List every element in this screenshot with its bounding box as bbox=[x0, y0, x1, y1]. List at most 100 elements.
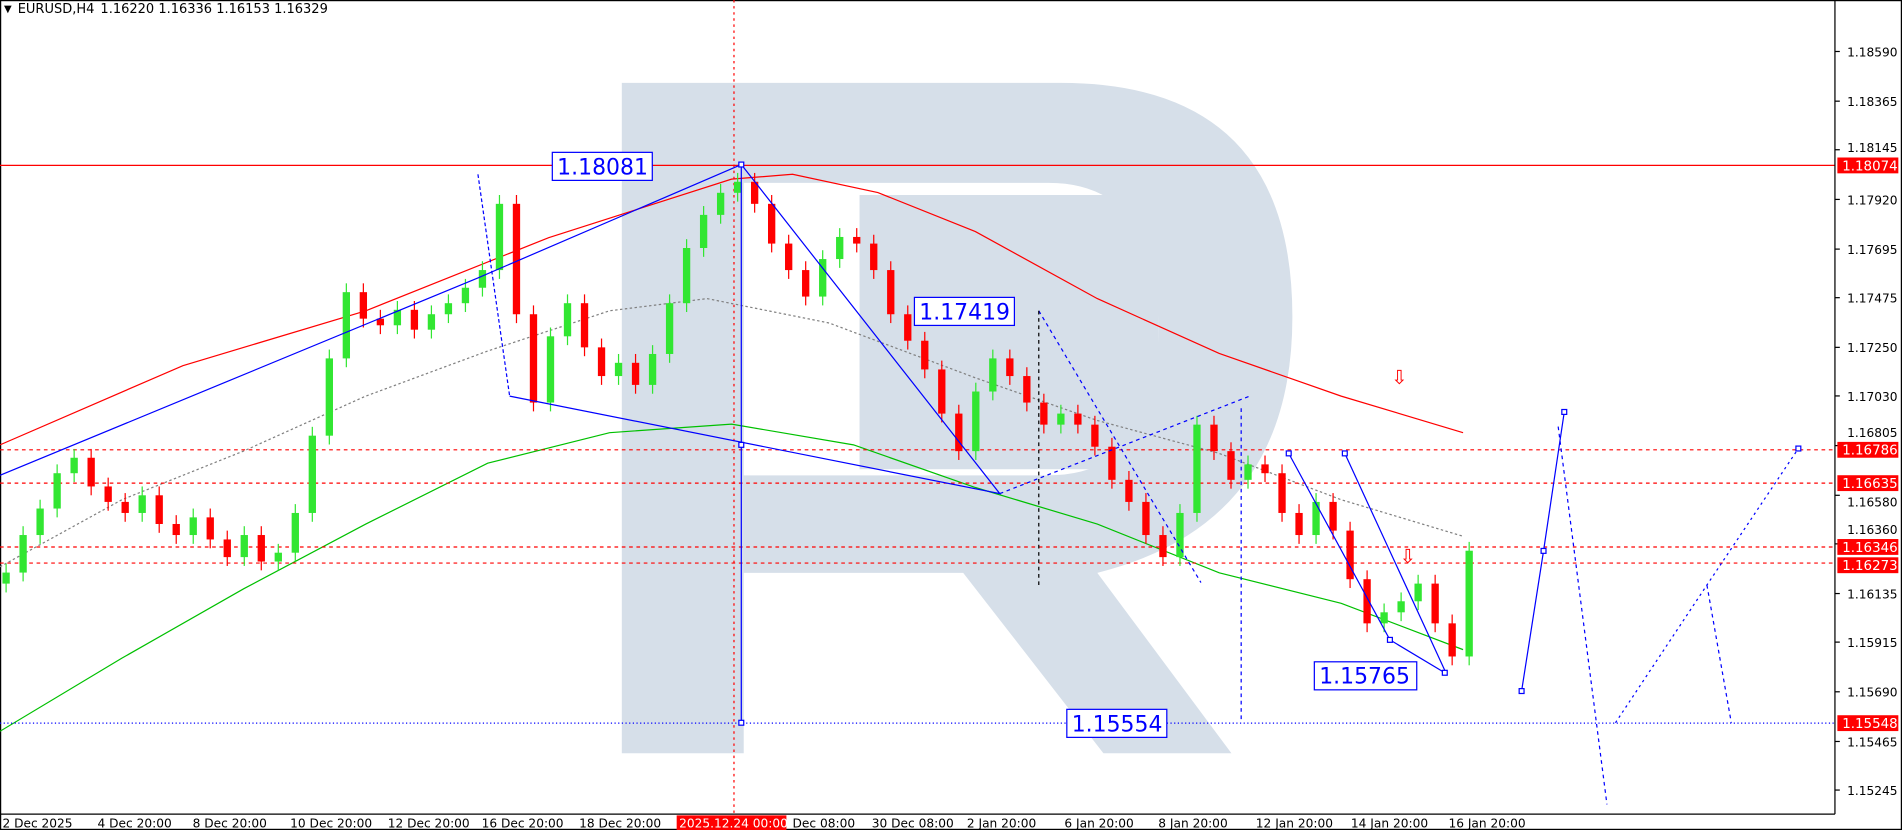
candle-body bbox=[444, 303, 453, 315]
x-tick-label: 8 Jan 20:00 bbox=[1158, 817, 1227, 830]
candle-body bbox=[1465, 550, 1473, 657]
level-label: 1.16635 bbox=[1842, 477, 1897, 492]
candle-body bbox=[1397, 601, 1405, 613]
candle-body bbox=[785, 243, 793, 271]
anchor-point bbox=[1285, 450, 1292, 457]
candle-body bbox=[1108, 446, 1116, 480]
anchor-point bbox=[738, 441, 745, 448]
candle-body bbox=[376, 318, 385, 326]
y-tick-label: 1.18145 bbox=[1847, 141, 1897, 155]
candle-body bbox=[1363, 579, 1371, 624]
candle-body bbox=[1244, 464, 1252, 480]
price-annotation-box bbox=[551, 151, 653, 181]
wave-line bbox=[1038, 310, 1202, 583]
candle-body bbox=[580, 303, 589, 348]
wave-line bbox=[477, 174, 511, 397]
y-tick-label: 1.16135 bbox=[1847, 587, 1897, 601]
y-tick-label: 1.17920 bbox=[1847, 193, 1897, 207]
x-tick-label: 2025.12.24 00:00 bbox=[679, 817, 788, 830]
candle-body bbox=[325, 358, 333, 436]
candle-body bbox=[155, 495, 163, 524]
triangle-down-icon[interactable]: ▼ bbox=[4, 4, 12, 15]
x-tick-label: 10 Dec 20:00 bbox=[290, 817, 372, 830]
candle-body bbox=[189, 517, 197, 536]
candle-body bbox=[716, 192, 725, 215]
candle-body bbox=[1380, 612, 1388, 624]
candle-body bbox=[546, 336, 555, 403]
candle-body bbox=[750, 181, 759, 204]
candle-body bbox=[478, 270, 487, 288]
candle-body bbox=[291, 512, 299, 553]
candle-body bbox=[853, 236, 861, 244]
watermark-logo bbox=[621, 82, 1293, 754]
candle-body bbox=[1227, 451, 1235, 480]
candle-body bbox=[921, 340, 929, 370]
candle-body bbox=[2, 572, 10, 584]
wave-line bbox=[999, 395, 1250, 495]
level-label: 1.18074 bbox=[1842, 159, 1897, 174]
chart-header: ▼ EURUSD,H4 1.16220 1.16336 1.16153 1.16… bbox=[4, 2, 328, 17]
candle-body bbox=[989, 358, 997, 392]
anchor-point bbox=[1386, 636, 1393, 643]
price-annotation-box bbox=[1066, 708, 1168, 738]
candle-body bbox=[138, 495, 146, 513]
level-label-bg bbox=[1837, 157, 1899, 174]
candle-body bbox=[1312, 501, 1320, 536]
candle-body bbox=[427, 314, 436, 330]
level-label: 1.16273 bbox=[1842, 559, 1897, 574]
candle-body bbox=[972, 391, 980, 452]
ohlc-readout: 1.16220 1.16336 1.16153 1.16329 bbox=[100, 2, 328, 17]
candle-body bbox=[36, 508, 44, 536]
anchor-point bbox=[738, 161, 745, 168]
candle-body bbox=[648, 353, 657, 385]
x-tick-label: 4 Dec 20:00 bbox=[98, 817, 172, 830]
candle-body bbox=[597, 347, 606, 377]
candle-body bbox=[87, 457, 95, 487]
candle-body bbox=[665, 303, 674, 354]
candle-body bbox=[1261, 464, 1269, 474]
candle-body bbox=[870, 243, 878, 271]
candle-body bbox=[1125, 479, 1133, 502]
x-tick-label: 30 Dec 08:00 bbox=[872, 817, 954, 830]
level-label: 1.16346 bbox=[1842, 541, 1897, 556]
candle-body bbox=[1414, 583, 1422, 602]
candle-body bbox=[1057, 413, 1065, 425]
anchor-point bbox=[1795, 445, 1802, 452]
candle-body bbox=[172, 523, 180, 536]
level-label-bg bbox=[1837, 475, 1899, 492]
candle-body bbox=[1295, 512, 1303, 536]
candle-body bbox=[563, 303, 572, 337]
candle-body bbox=[223, 539, 231, 558]
price-annotation: 1.17419 bbox=[919, 300, 1010, 325]
candle-body bbox=[631, 362, 640, 385]
candle-body bbox=[904, 314, 912, 341]
price-annotation-box bbox=[913, 296, 1016, 327]
level-label: 1.16786 bbox=[1842, 444, 1897, 459]
price-annotation: 1.15554 bbox=[1072, 712, 1163, 737]
candle-body bbox=[240, 535, 248, 558]
candle-body bbox=[955, 413, 963, 452]
candle-body bbox=[512, 203, 521, 315]
anchor-point bbox=[1441, 669, 1448, 676]
candle-body bbox=[1074, 413, 1082, 425]
candle-body bbox=[699, 214, 708, 248]
wave-line bbox=[1344, 453, 1446, 671]
candle-body bbox=[342, 292, 351, 359]
candle-body bbox=[1346, 530, 1354, 580]
anchor-point bbox=[1518, 688, 1525, 695]
y-tick-label: 1.15690 bbox=[1847, 686, 1897, 700]
candle-body bbox=[1431, 583, 1439, 624]
candle-body bbox=[1159, 535, 1167, 558]
candle-body bbox=[359, 292, 368, 319]
candle-body bbox=[393, 309, 402, 326]
anchor-point bbox=[1540, 547, 1547, 554]
candle-body bbox=[19, 535, 27, 573]
level-label: 1.15548 bbox=[1842, 717, 1897, 732]
level-label-bg bbox=[1837, 539, 1899, 555]
candle-body bbox=[206, 517, 214, 540]
candle-body bbox=[257, 535, 265, 562]
forecast-line bbox=[1706, 584, 1732, 723]
candle-body bbox=[1006, 358, 1014, 377]
candle-body bbox=[1193, 424, 1201, 513]
